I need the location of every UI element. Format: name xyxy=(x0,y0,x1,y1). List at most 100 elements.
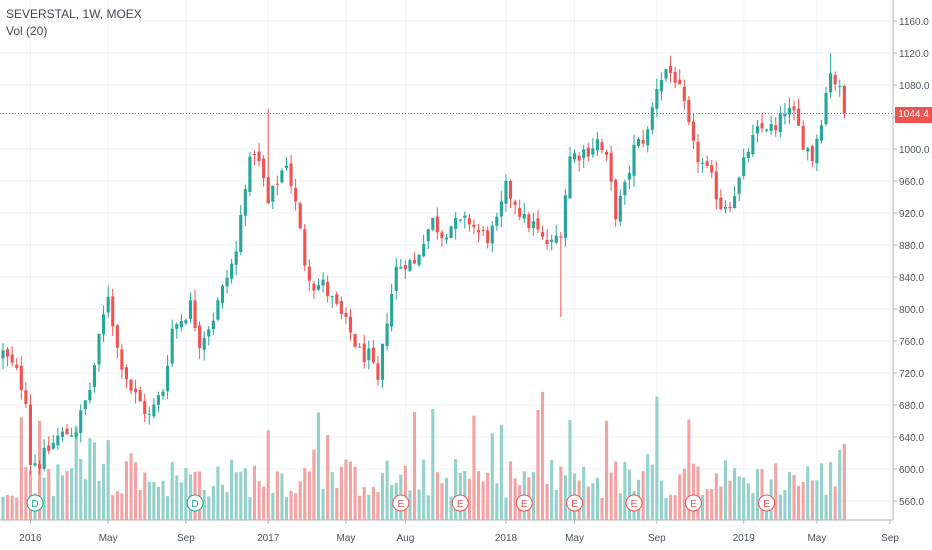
candle-body xyxy=(787,107,792,115)
volume-bar xyxy=(499,425,503,520)
volume-bar xyxy=(655,396,659,520)
volume-bar xyxy=(691,463,695,520)
event-marker[interactable]: E xyxy=(392,494,410,512)
candle-body xyxy=(806,148,810,152)
candle-body xyxy=(742,157,746,176)
candle-body xyxy=(344,312,348,317)
candle-body xyxy=(188,300,193,319)
event-circle xyxy=(392,494,410,512)
volume-bar xyxy=(669,494,673,520)
volume-bar xyxy=(216,466,220,520)
volume-bar xyxy=(74,425,78,520)
event-marker[interactable]: D xyxy=(186,494,204,512)
candle-body xyxy=(495,216,499,226)
candle-body xyxy=(376,363,380,380)
candle-body xyxy=(842,85,846,114)
volume-bar xyxy=(623,461,627,520)
volume-bar xyxy=(444,477,449,520)
candle-body xyxy=(472,224,476,228)
volume-bar xyxy=(568,420,572,520)
candle-body xyxy=(810,145,814,161)
candle-body xyxy=(156,395,161,405)
candle-body xyxy=(120,349,124,370)
volume-bar xyxy=(737,476,741,520)
candle-body xyxy=(769,123,773,131)
volume-bar xyxy=(339,466,343,520)
candle-body xyxy=(641,139,645,144)
volume-bar xyxy=(440,483,444,520)
candle-body xyxy=(33,463,37,466)
volume-bar xyxy=(513,478,517,520)
candle-body xyxy=(1,350,5,359)
volume-bar xyxy=(476,471,481,520)
candle-body xyxy=(193,300,197,328)
volume-bar xyxy=(746,483,750,520)
volume-bar xyxy=(134,462,138,520)
volume-bar xyxy=(353,466,357,520)
y-tick-label: 960.0 xyxy=(899,177,924,188)
volume-bar xyxy=(563,475,567,520)
volume-bar xyxy=(614,461,618,520)
volume-bar xyxy=(422,459,426,520)
volume-bar xyxy=(829,462,833,520)
event-marker[interactable]: E xyxy=(625,494,643,512)
event-label: E xyxy=(397,499,404,510)
volume-bar xyxy=(618,493,622,520)
grid-lines xyxy=(0,0,893,520)
candle-body xyxy=(728,206,732,209)
y-tick-label: 840.0 xyxy=(899,273,924,284)
candle-body xyxy=(486,230,490,244)
event-label: D xyxy=(31,499,38,510)
volume-bar xyxy=(403,465,407,520)
candle-body xyxy=(550,239,554,242)
volume-bar xyxy=(239,471,243,520)
event-marker[interactable]: E xyxy=(758,494,776,512)
event-circle xyxy=(758,494,776,512)
volume-bar xyxy=(88,438,92,520)
candle-body xyxy=(627,172,631,180)
volume-bar xyxy=(591,483,595,520)
candle-body xyxy=(380,343,385,381)
volume-bar xyxy=(687,419,691,520)
candle-body xyxy=(591,148,595,155)
event-marker[interactable]: E xyxy=(566,494,584,512)
candle-body xyxy=(348,316,353,333)
candle-body xyxy=(751,135,755,155)
candle-body xyxy=(458,219,462,221)
candle-body xyxy=(312,283,316,291)
volume-bar xyxy=(19,417,23,520)
volume-bar xyxy=(262,486,266,520)
candle-body xyxy=(422,243,426,257)
candle-body xyxy=(774,125,778,131)
volume-bar xyxy=(143,472,147,520)
event-marker[interactable]: E xyxy=(515,494,533,512)
volume-bar xyxy=(280,473,284,520)
volume-bar xyxy=(385,460,389,520)
candle-body xyxy=(563,195,567,238)
volume-bar xyxy=(289,490,293,520)
volume-bar xyxy=(481,481,485,520)
candle-body xyxy=(79,410,83,433)
candle-body xyxy=(669,65,673,74)
event-marker[interactable]: D xyxy=(26,494,44,512)
candle-body xyxy=(307,266,311,281)
event-marker[interactable]: E xyxy=(684,494,702,512)
candle-body xyxy=(614,179,618,220)
volume-bar xyxy=(605,420,609,520)
volume-bar xyxy=(230,459,234,520)
volume-bar xyxy=(696,466,700,520)
volume-bar xyxy=(774,463,778,520)
candle-body xyxy=(198,325,202,349)
chart-legend: SEVERSTAL, 1W, MOEX Vol (20) xyxy=(6,6,142,40)
volume-bar xyxy=(275,471,279,520)
volume-bar xyxy=(486,472,490,520)
event-marker[interactable]: E xyxy=(451,494,469,512)
volume-bar xyxy=(321,488,325,520)
volume-bar xyxy=(508,461,513,520)
candle-body xyxy=(577,155,581,161)
volume-bar xyxy=(412,412,417,520)
candle-body xyxy=(15,364,19,368)
volume-bar xyxy=(298,481,302,520)
